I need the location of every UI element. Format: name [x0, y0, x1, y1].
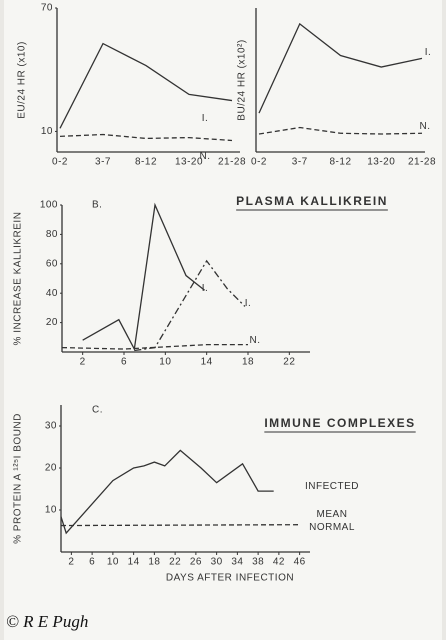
series-label: I. [201, 113, 209, 124]
x-tick-label: 13-20 [175, 157, 203, 168]
x-tick-label: 22 [169, 557, 181, 568]
x-tick-label: 14 [128, 557, 140, 568]
x-tick-label: 18 [242, 357, 254, 368]
line [258, 22, 423, 114]
x-tick-label: 10 [107, 557, 119, 568]
series-label: I. [424, 47, 432, 58]
series-label: I. [201, 283, 209, 294]
panel-title: IMMUNE COMPLEXES [264, 416, 415, 430]
line [59, 133, 233, 142]
y-tick-label: 80 [46, 229, 58, 240]
series-label: INFECTED [305, 481, 359, 492]
series-label: MEAN NORMAL [309, 509, 355, 533]
x-tick-label: 3-7 [292, 157, 308, 168]
y-tick-label: 20 [45, 463, 57, 474]
x-axis-label: DAYS AFTER INFECTION [166, 573, 294, 584]
x-tick-label: 26 [190, 557, 202, 568]
panel-title: PLASMA KALLIKREIN [236, 194, 388, 208]
x-tick-label: 0-2 [52, 157, 68, 168]
line [134, 259, 246, 352]
x-tick-label: 3-7 [95, 157, 111, 168]
y-axis-label: % PROTEIN A ¹²⁵I BOUND [13, 413, 24, 544]
x-tick-label: 8-12 [329, 157, 351, 168]
y-axis-label: EU/24 HR (x10) [17, 41, 28, 119]
x-tick-label: 6 [121, 357, 127, 368]
y-tick-label: 40 [46, 288, 58, 299]
x-tick-label: 14 [201, 357, 213, 368]
y-tick-label: 20 [46, 317, 58, 328]
series-label: I. [244, 298, 252, 309]
y-tick-label: 30 [45, 421, 57, 432]
x-tick-label: 18 [148, 557, 160, 568]
x-tick-label: 0-2 [251, 157, 267, 168]
series-label: N. [199, 151, 211, 162]
series-label: N. [419, 121, 431, 132]
y-axis-label: BU/24 HR (x10²) [237, 39, 248, 120]
y-axis-label: % INCREASE KALLIKREIN [13, 212, 24, 346]
x-tick-label: 34 [231, 557, 243, 568]
y-tick-label: 10 [41, 126, 53, 137]
series-label: N. [249, 335, 261, 346]
x-tick-label: 2 [68, 557, 74, 568]
x-tick-label: 6 [89, 557, 95, 568]
x-tick-label: 21-28 [218, 157, 246, 168]
credit: © R E Pugh [6, 612, 89, 631]
line [60, 449, 274, 535]
x-tick-label: 38 [252, 557, 264, 568]
y-tick-label: 100 [40, 200, 58, 211]
y-tick-label: 70 [41, 3, 53, 14]
x-tick-label: 21-28 [408, 157, 436, 168]
x-tick-label: 22 [283, 357, 295, 368]
x-tick-label: 42 [273, 557, 285, 568]
y-tick-label: 60 [46, 258, 58, 269]
panel-label: B. [92, 200, 102, 211]
x-tick-label: 13-20 [367, 157, 395, 168]
y-tick-label: 10 [45, 505, 57, 516]
paper [4, 0, 442, 640]
line [59, 42, 233, 129]
x-tick-label: 2 [80, 357, 86, 368]
panel-label: C. [92, 405, 103, 416]
x-tick-label: 46 [294, 557, 306, 568]
line [82, 202, 206, 352]
x-tick-label: 30 [211, 557, 223, 568]
x-tick-label: 8-12 [135, 157, 157, 168]
line [258, 126, 423, 135]
x-tick-label: 10 [159, 357, 171, 368]
